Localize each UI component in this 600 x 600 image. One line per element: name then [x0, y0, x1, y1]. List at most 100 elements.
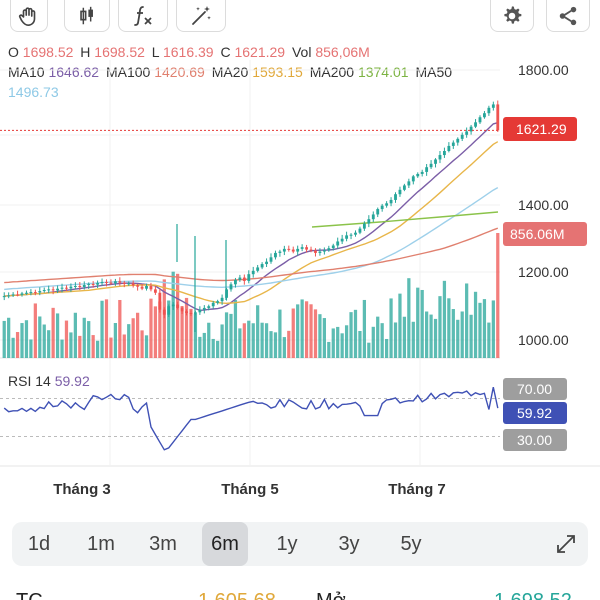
settings-button[interactable]: [490, 0, 534, 32]
range-1d[interactable]: 1d: [27, 532, 51, 555]
candle-body: [65, 287, 68, 289]
y-tick-label: 1200.00: [518, 264, 569, 280]
candle-body: [456, 138, 460, 143]
candle-body: [118, 281, 122, 283]
range-6m[interactable]: 6m: [202, 522, 248, 566]
candle-body: [345, 235, 349, 239]
candle-body: [256, 267, 260, 271]
volume-bar: [104, 299, 109, 358]
rsi-value-tag-bg: [503, 402, 567, 424]
candle-body: [478, 117, 482, 123]
expand-icon: [554, 535, 578, 560]
candlestick-icon: [76, 5, 98, 27]
rsi-upper-tag: 70.00: [517, 381, 552, 397]
candle-body: [16, 294, 19, 296]
candle-body: [465, 131, 469, 135]
volume-bar: [273, 332, 278, 358]
volume-bar: [2, 320, 6, 358]
range-3m[interactable]: 3m: [149, 532, 177, 555]
volume-bar: [11, 337, 15, 358]
volume-bar: [402, 316, 407, 358]
volume-bar: [149, 298, 153, 358]
volume-bar: [229, 313, 233, 358]
candle-body: [171, 304, 175, 307]
candle-body: [296, 248, 300, 252]
volume-bar: [87, 321, 91, 358]
candle-body: [367, 219, 371, 224]
candle-body: [131, 283, 135, 286]
candle-body: [327, 248, 331, 251]
volume-bar: [251, 323, 255, 358]
candle-body: [207, 306, 211, 308]
chart-type-button[interactable]: [64, 0, 110, 32]
expand-button[interactable]: [554, 532, 578, 556]
rsi-label: RSI 14 59.92: [8, 373, 90, 389]
candle-body: [425, 167, 429, 172]
range-3y[interactable]: 3y: [338, 532, 360, 555]
range-1m[interactable]: 1m: [87, 532, 115, 555]
y-tick-label: 1400.00: [518, 197, 569, 213]
volume-bar: [451, 309, 455, 358]
share-icon: [557, 5, 579, 27]
volume-bar: [171, 271, 175, 358]
ma10-value: 1646.62: [48, 64, 100, 80]
candle-body: [122, 282, 126, 284]
gear-icon: [501, 5, 523, 27]
candle-body: [202, 307, 206, 310]
volume-bar: [469, 314, 473, 358]
open-value: 1698.52: [22, 44, 74, 60]
candle-body: [389, 199, 393, 204]
draw-tool-button[interactable]: [10, 0, 48, 32]
rsi-line: [3, 386, 499, 451]
volume-bar: [211, 338, 215, 358]
range-5y[interactable]: 5y: [400, 532, 422, 555]
candle-body: [309, 249, 313, 251]
volume-bar: [47, 330, 51, 358]
share-button[interactable]: [546, 0, 590, 32]
volume-bar: [300, 299, 304, 358]
volume-bar: [7, 317, 11, 358]
high-value: 1698.52: [94, 44, 145, 60]
volume-bar: [73, 312, 77, 358]
candle-body: [247, 274, 251, 281]
candle-body: [56, 288, 60, 291]
candle-body: [305, 247, 309, 250]
magic-button[interactable]: [176, 0, 226, 32]
volume-bar: [473, 291, 478, 358]
volume-tag-bg: [503, 222, 587, 246]
indicator-button[interactable]: [118, 0, 168, 32]
candle-body: [496, 104, 500, 131]
reference-value: 1,605.68: [198, 590, 276, 600]
range-1y[interactable]: 1y: [276, 532, 298, 555]
candle-body: [394, 194, 397, 200]
volume-bar: [158, 301, 162, 358]
candle-body: [291, 249, 295, 252]
volume-bar: [15, 332, 20, 358]
candle-body: [136, 285, 140, 287]
volume-bar: [118, 299, 122, 358]
candle-body: [51, 289, 55, 291]
volume-bar: [398, 293, 402, 358]
volume-bar: [309, 304, 313, 358]
volume-bar: [224, 312, 229, 358]
volume-bar: [144, 335, 149, 358]
volume-tag: 856.06M: [510, 226, 564, 242]
candle-body: [100, 281, 104, 283]
candle-body: [429, 163, 433, 168]
volume-bar: [38, 316, 42, 358]
price-chart[interactable]: RSI 14 59.92 70.00 59.92 30.00 1800.00 1400.…: [0, 0, 600, 510]
volume-bar: [425, 311, 429, 358]
volume-bar: [95, 340, 100, 358]
volume-bar: [78, 335, 82, 358]
volume-bar: [264, 323, 269, 358]
volume-bar: [20, 323, 24, 358]
candle-body: [282, 248, 286, 252]
volume-bar: [135, 312, 140, 358]
y-tick-label: 1000.00: [518, 332, 569, 348]
candle-body: [185, 311, 188, 313]
volume-bar: [327, 341, 331, 358]
candle-body: [234, 279, 237, 285]
chart-toolbar: [0, 0, 600, 36]
volume-bar: [193, 313, 198, 358]
candle-body: [438, 155, 442, 160]
